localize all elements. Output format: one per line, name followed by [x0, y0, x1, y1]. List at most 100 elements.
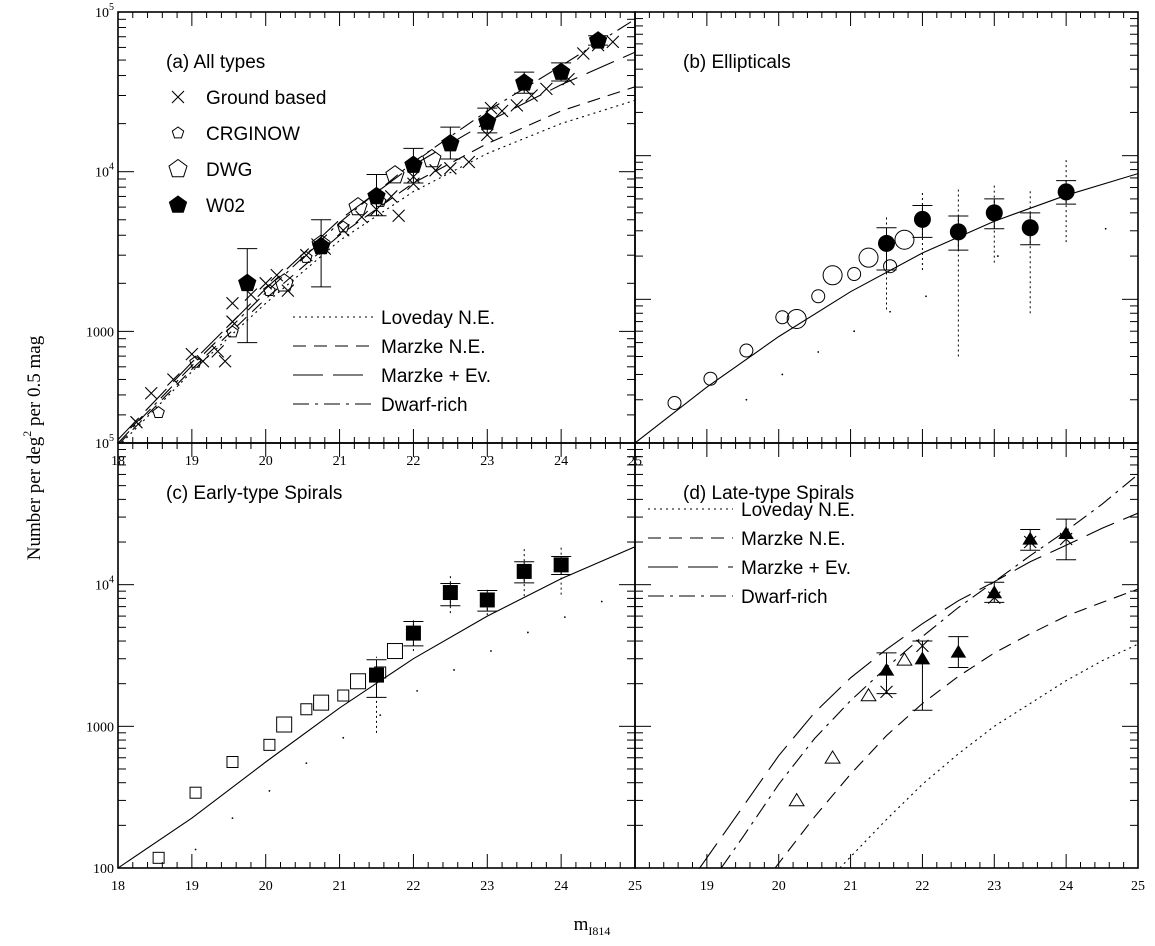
legend-label: W02 — [206, 196, 245, 217]
point-cross — [495, 104, 509, 118]
point-triangle-filled — [878, 662, 895, 676]
point-circle-filled — [1057, 183, 1075, 201]
point-pentagon-open-large — [274, 273, 294, 292]
point-triangle-filled — [914, 651, 931, 665]
panel-c-frame — [117, 442, 636, 869]
point-cross — [211, 344, 225, 358]
y-tick-label-exp: 5 — [109, 2, 114, 13]
point-pentagon-open-small — [152, 405, 165, 418]
point-square-open-small — [263, 738, 276, 751]
point-circle-open-small — [811, 289, 826, 304]
y-tick-label: 105 — [95, 2, 114, 21]
point-dot — [563, 616, 566, 619]
point-circle-filled — [985, 204, 1003, 222]
x-tick-label: 24 — [1059, 879, 1073, 894]
point-square-filled — [516, 563, 532, 579]
y-tick-label-base: 10 — [95, 437, 109, 452]
point-pentagon-open-large — [422, 148, 442, 168]
point-triangle-open — [824, 750, 841, 764]
y-tick-label: 104 — [95, 575, 114, 594]
point-pentagon-open-large — [348, 196, 368, 216]
curve-marzke-n-e- — [118, 86, 635, 443]
point-dot — [600, 600, 603, 603]
curve-loveday-n-e- — [839, 643, 1138, 868]
point-dot — [527, 631, 529, 634]
point-cross — [270, 268, 284, 282]
legend-label: Loveday N.E. — [381, 308, 495, 329]
point-pentagon-filled — [478, 112, 497, 130]
point-circle-open-small — [667, 395, 682, 410]
point-cross — [355, 210, 369, 224]
x-tick-label: 25 — [628, 879, 642, 894]
y-tick-label-base: 10 — [95, 6, 109, 21]
point-circle-filled — [913, 210, 931, 228]
point-square-filled — [479, 592, 495, 608]
point-square-open-small — [337, 689, 350, 702]
point-cross — [429, 163, 442, 177]
point-cross — [167, 373, 180, 386]
point-dot — [745, 398, 748, 401]
panel-d-plot — [699, 473, 1138, 868]
x-tick-label: 25 — [1131, 879, 1145, 894]
point-square-filled — [369, 667, 384, 683]
point-cross — [539, 82, 553, 96]
point-dot — [416, 689, 419, 692]
legend-label: Ground based — [206, 88, 326, 109]
legend-label: Loveday N.E. — [741, 500, 855, 521]
point-dot — [305, 762, 308, 765]
point-pentagon-filled — [404, 155, 423, 173]
point-triangle-open — [788, 792, 805, 807]
point-cross — [218, 354, 232, 368]
point-dot — [889, 310, 891, 313]
legend-label: CRGINOW — [206, 124, 300, 145]
y-tick-label: 1000 — [86, 720, 114, 735]
point-pentagon-filled — [238, 273, 257, 292]
y-tick-label-base: 1000 — [86, 720, 114, 735]
point-triangle-open — [860, 687, 877, 702]
point-pentagon-open-small — [189, 355, 202, 368]
y-tick-label-exp: 4 — [109, 162, 114, 173]
y-tick-label-exp: 4 — [109, 575, 114, 586]
y-axis-label: Number per deg2 per 0.5 mag — [20, 335, 45, 560]
point-circle-open-large — [786, 308, 807, 329]
point-circle-open-small — [703, 371, 718, 386]
x-tick-label: 20 — [259, 879, 273, 894]
point-cross — [185, 347, 199, 361]
x-tick-label: 23 — [480, 879, 494, 894]
x-tick-label: 18 — [111, 879, 125, 894]
point-dot — [231, 817, 234, 820]
legend-label: Marzke + Ev. — [741, 558, 851, 579]
point-dot — [194, 848, 197, 851]
panel-c-plot — [118, 545, 635, 868]
point-circle-open-large — [822, 265, 843, 286]
point-dot — [781, 373, 784, 376]
point-dot — [817, 351, 820, 353]
point-pentagon-filled — [367, 186, 386, 205]
y-tick-label-base: 10 — [95, 166, 109, 181]
y-tick-label: 1000 — [86, 325, 114, 340]
point-square-open-large — [350, 673, 367, 690]
point-cross — [144, 386, 158, 400]
point-cross — [259, 276, 273, 290]
curve-dwarf-rich — [720, 473, 1138, 868]
point-square-filled — [553, 557, 569, 573]
panel-a-plot — [118, 18, 635, 443]
point-cross — [525, 89, 538, 102]
panel-b-plot — [635, 158, 1138, 443]
point-pentagon-open-small — [263, 283, 276, 296]
point-circle-open-large — [894, 229, 915, 250]
point-pentagon-filled — [311, 236, 331, 255]
legend-label: Dwarf-rich — [381, 395, 468, 416]
y-tick-label-base: 1000 — [86, 325, 114, 340]
point-cross — [392, 209, 406, 223]
x-tick-label: 22 — [915, 879, 929, 894]
point-dot — [342, 736, 345, 739]
point-pentagon-open-large — [385, 165, 405, 184]
point-circle-filled — [949, 223, 967, 241]
point-circle-open-small — [883, 259, 898, 274]
point-triangle-open — [896, 652, 913, 666]
x-tick-label: 24 — [554, 879, 568, 894]
legend-marker-pentagon-open-small — [171, 126, 185, 139]
point-circle-open-large — [858, 247, 879, 268]
point-square-open-small — [300, 703, 313, 716]
